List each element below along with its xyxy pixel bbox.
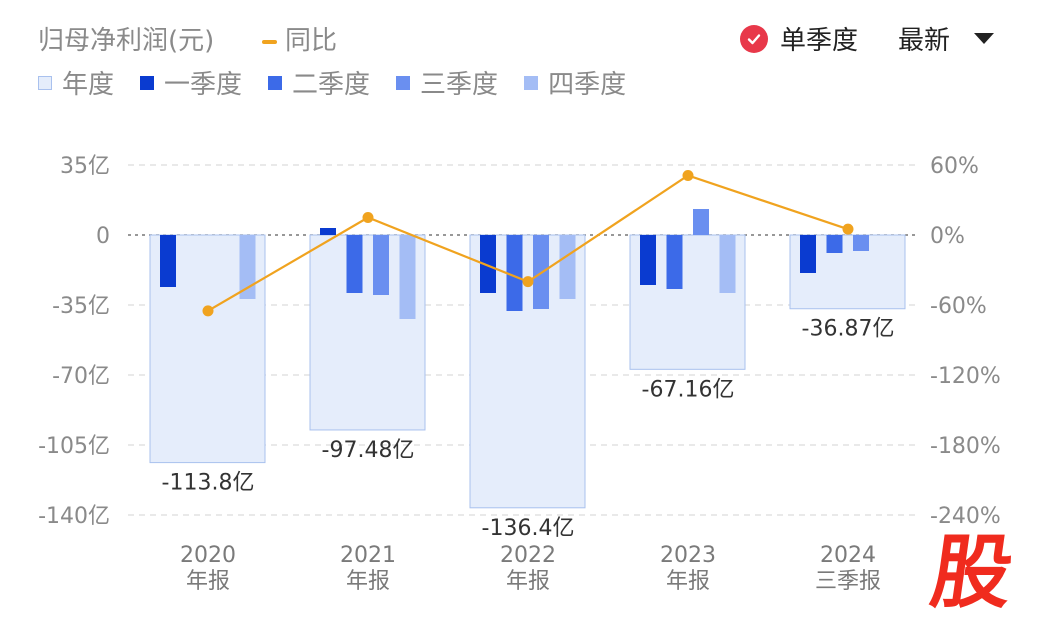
q2-bar <box>666 235 683 289</box>
annual-data-label: -67.16亿 <box>642 377 735 402</box>
x-tick-label: 年报 <box>666 569 710 594</box>
yoy-point <box>362 212 374 223</box>
legend-label: 年度 <box>62 70 115 100</box>
annual-data-label: -136.4亿 <box>482 516 575 541</box>
yoy-legend-label: 同比 <box>285 26 338 56</box>
x-tick-label: 2020 <box>180 543 236 568</box>
legend-swatch <box>396 75 411 90</box>
x-tick-label: 2021 <box>340 543 396 568</box>
legend-label: 四季度 <box>548 70 627 100</box>
x-tick-label: 三季报 <box>815 569 881 594</box>
single-quarter-toggle[interactable]: 单季度 <box>740 20 858 57</box>
q4-bar <box>559 235 576 299</box>
q2-bar <box>826 235 843 253</box>
yoy-point <box>522 276 534 288</box>
svg-text:股: 股 <box>926 530 1016 610</box>
q1-bar <box>320 228 336 235</box>
caret-down-icon <box>974 33 995 44</box>
right-tick-label: -120% <box>930 364 1001 389</box>
check-circle-icon <box>740 24 768 53</box>
q4-bar <box>719 235 736 293</box>
x-tick-label: 年报 <box>186 569 230 594</box>
legend-item-q2[interactable]: 二季度 <box>268 64 370 101</box>
right-tick-label: 60% <box>930 154 979 179</box>
legend: 年度 一季度 二季度 三季度 四季度 <box>38 64 652 101</box>
q2-bar <box>506 235 523 311</box>
brand-logo: 股 <box>926 530 1016 610</box>
legend-label: 三季度 <box>420 70 499 100</box>
x-tick-label: 2024 <box>820 543 876 568</box>
legend-label: 二季度 <box>292 70 371 100</box>
q4-bar <box>239 235 256 299</box>
legend-item-q4[interactable]: 四季度 <box>524 64 626 101</box>
left-tick-label: 35亿 <box>60 154 110 179</box>
legend-swatch <box>140 75 155 90</box>
x-tick-label: 2022 <box>500 543 556 568</box>
chart-title: 归母净利润(元) <box>38 26 215 56</box>
legend-item-annual[interactable]: 年度 <box>38 64 114 101</box>
q1-bar <box>160 235 176 287</box>
left-tick-label: -140亿 <box>38 504 110 529</box>
left-tick-label: -105亿 <box>38 434 110 459</box>
yoy-point <box>682 170 694 181</box>
q3-bar <box>373 235 389 295</box>
q4-bar <box>399 235 416 319</box>
single-quarter-label: 单季度 <box>780 26 859 56</box>
annual-data-label: -113.8亿 <box>162 471 255 496</box>
legend-swatch <box>38 75 52 90</box>
legend-item-q3[interactable]: 三季度 <box>396 64 498 101</box>
left-tick-label: 0 <box>96 224 110 249</box>
yoy-legend[interactable]: 同比 <box>262 20 337 57</box>
right-tick-label: 0% <box>930 224 965 249</box>
yoy-point <box>842 223 854 235</box>
legend-swatch <box>524 75 539 90</box>
q1-bar <box>800 235 816 273</box>
q1-bar <box>480 235 496 293</box>
x-tick-label: 2023 <box>660 543 716 568</box>
q1-bar <box>640 235 656 285</box>
right-tick-label: -60% <box>930 294 987 319</box>
legend-swatch <box>268 75 283 90</box>
yoy-point <box>202 305 214 317</box>
q2-bar <box>346 235 363 293</box>
annual-data-label: -97.48亿 <box>322 438 415 463</box>
q3-bar <box>693 209 709 235</box>
yoy-line-icon <box>262 39 277 44</box>
right-tick-label: -180% <box>930 434 1001 459</box>
legend-label: 一季度 <box>164 70 243 100</box>
annual-data-label: -36.87亿 <box>802 317 895 342</box>
x-tick-label: 年报 <box>346 569 390 594</box>
right-tick-label: -240% <box>930 504 1001 529</box>
x-tick-label: 年报 <box>506 569 550 594</box>
latest-dropdown[interactable]: 最新 <box>898 20 995 57</box>
left-tick-label: -35亿 <box>52 294 110 319</box>
legend-item-q1[interactable]: 一季度 <box>140 64 242 101</box>
q3-bar <box>853 235 869 251</box>
latest-label: 最新 <box>898 26 951 56</box>
left-tick-label: -70亿 <box>52 364 110 389</box>
